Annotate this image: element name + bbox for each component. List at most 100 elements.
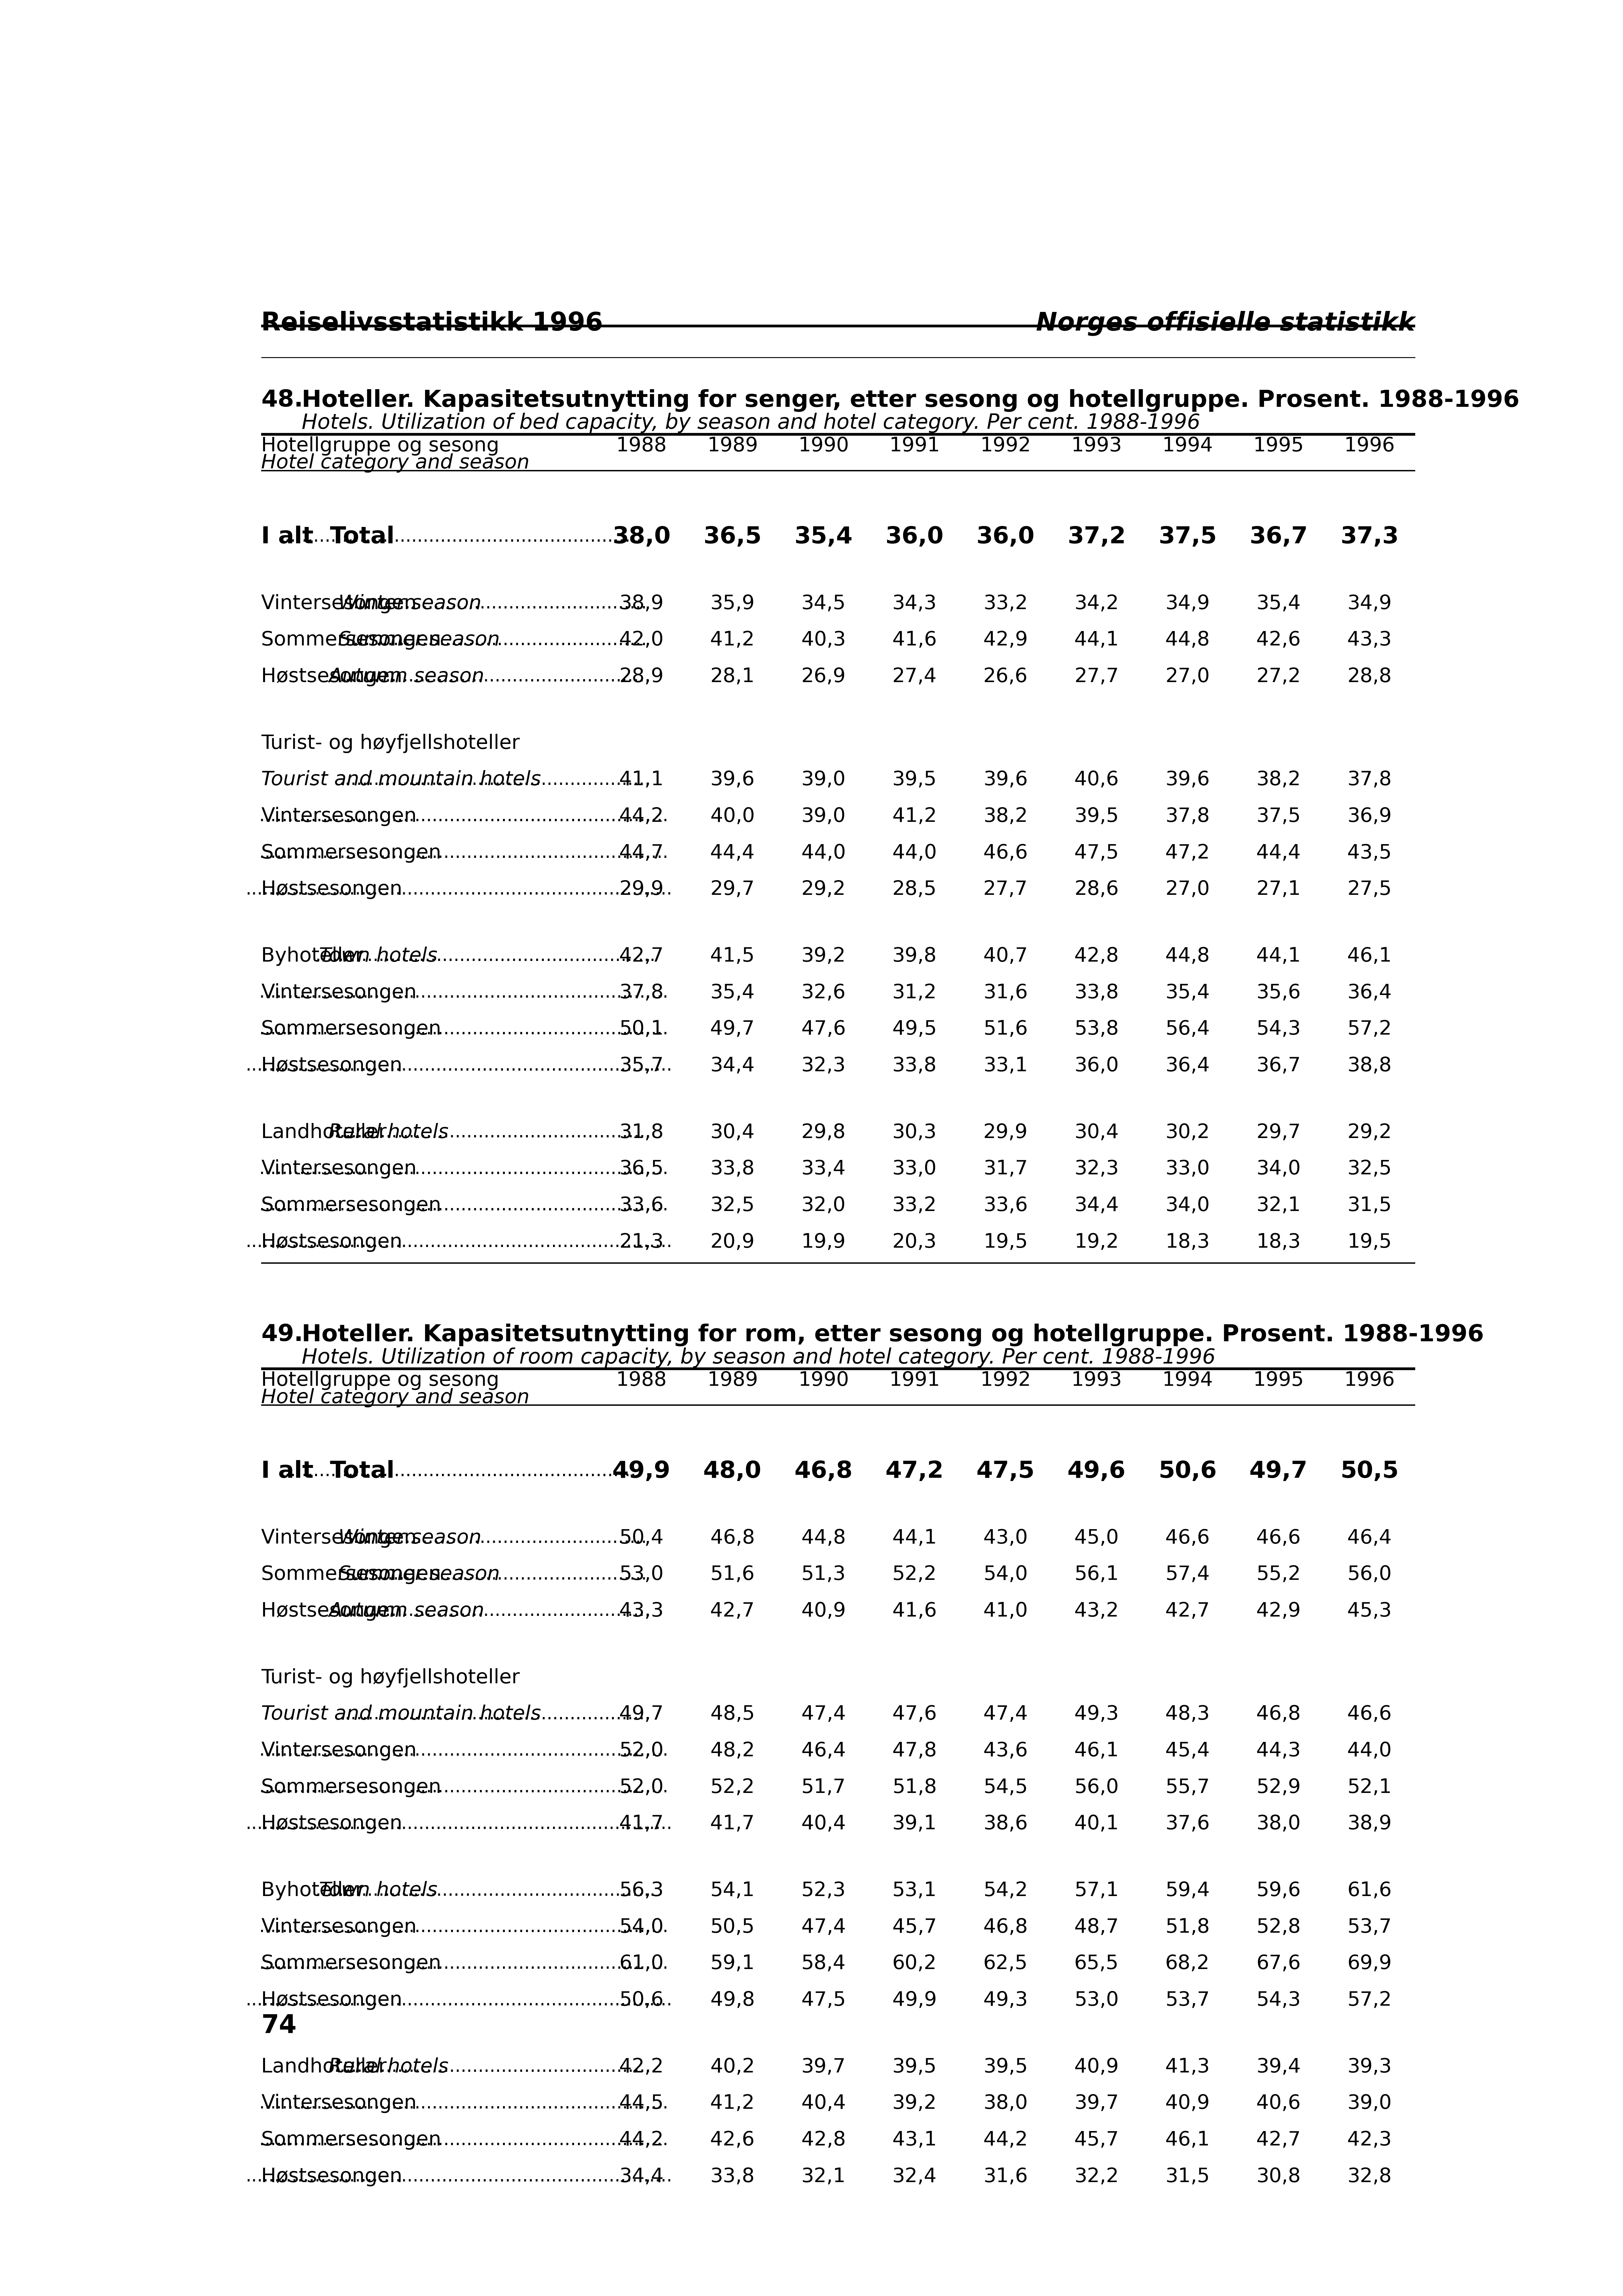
Text: Tourist and mountain hotels: Tourist and mountain hotels xyxy=(261,769,540,790)
Text: 59,1: 59,1 xyxy=(711,1954,755,1972)
Text: 44,8: 44,8 xyxy=(1165,946,1209,967)
Text: Byhoteller: Byhoteller xyxy=(261,1880,377,1901)
Text: Sommersesongen: Sommersesongen xyxy=(261,1566,454,1584)
Text: 44,8: 44,8 xyxy=(802,1529,846,1548)
Text: 36,7: 36,7 xyxy=(1250,526,1308,549)
Text: 68,2: 68,2 xyxy=(1165,1954,1209,1972)
Text: 60,2: 60,2 xyxy=(893,1954,936,1972)
Text: 36,9: 36,9 xyxy=(1347,806,1393,827)
Text: Turist- og høyfjellshoteller: Turist- og høyfjellshoteller xyxy=(261,735,519,753)
Text: 48,0: 48,0 xyxy=(703,1460,761,1483)
Text: ...................................................: ........................................… xyxy=(352,631,648,650)
Text: 38,0: 38,0 xyxy=(984,2094,1027,2112)
Text: 27,5: 27,5 xyxy=(1347,879,1393,900)
Text: 40,6: 40,6 xyxy=(1256,2094,1300,2112)
Text: 30,4: 30,4 xyxy=(711,1123,755,1141)
Text: 41,2: 41,2 xyxy=(711,631,755,650)
Text: 36,0: 36,0 xyxy=(885,526,943,549)
Text: 46,4: 46,4 xyxy=(802,1740,846,1761)
Text: 48.: 48. xyxy=(261,388,304,411)
Text: 32,3: 32,3 xyxy=(802,1056,846,1075)
Text: 53,0: 53,0 xyxy=(620,1566,664,1584)
Text: Hoteller. Kapasitetsutnytting for rom, etter sesong og hotellgruppe. Prosent. 19: Hoteller. Kapasitetsutnytting for rom, e… xyxy=(302,1322,1483,1345)
Text: 51,8: 51,8 xyxy=(1165,1917,1209,1938)
Text: .......................................................................: ........................................… xyxy=(258,845,669,861)
Text: 1992: 1992 xyxy=(980,436,1031,455)
Text: Town hotels: Town hotels xyxy=(320,946,438,967)
Text: Winter season: Winter season xyxy=(338,1529,482,1548)
Text: 34,4: 34,4 xyxy=(711,1056,755,1075)
Text: 1993: 1993 xyxy=(1071,436,1121,455)
Text: Vintersesongen: Vintersesongen xyxy=(261,1917,417,1938)
Text: 33,0: 33,0 xyxy=(893,1159,936,1178)
Text: 20,3: 20,3 xyxy=(893,1233,936,1251)
Text: Rural hotels: Rural hotels xyxy=(328,2057,448,2076)
Text: Høstsesongen: Høstsesongen xyxy=(261,2167,403,2186)
Text: Town hotels: Town hotels xyxy=(320,1880,438,1901)
Text: 47,8: 47,8 xyxy=(893,1740,936,1761)
Text: ..........................................................................: ........................................… xyxy=(245,1816,672,1832)
Text: Høstsesongen: Høstsesongen xyxy=(261,879,403,900)
Text: 53,0: 53,0 xyxy=(1074,1991,1118,2009)
Text: Vintersesongen: Vintersesongen xyxy=(261,595,430,613)
Text: 47,4: 47,4 xyxy=(802,1704,846,1724)
Text: 39,8: 39,8 xyxy=(893,946,936,967)
Text: 1993: 1993 xyxy=(1071,1371,1121,1389)
Text: 33,6: 33,6 xyxy=(984,1196,1027,1215)
Text: 40,7: 40,7 xyxy=(984,946,1027,967)
Text: 36,0: 36,0 xyxy=(1074,1056,1118,1075)
Text: 37,8: 37,8 xyxy=(1347,769,1393,790)
Text: 46,4: 46,4 xyxy=(1347,1529,1393,1548)
Text: 42,7: 42,7 xyxy=(620,946,664,967)
Text: 38,2: 38,2 xyxy=(984,806,1027,827)
Text: Sommersesongen: Sommersesongen xyxy=(261,1954,441,1972)
Text: 54,0: 54,0 xyxy=(984,1566,1027,1584)
Text: 40,9: 40,9 xyxy=(802,1600,846,1621)
Text: 49,3: 49,3 xyxy=(1074,1704,1118,1724)
Text: 67,6: 67,6 xyxy=(1256,1954,1300,1972)
Text: Sommersesongen: Sommersesongen xyxy=(261,1019,441,1038)
Text: 41,2: 41,2 xyxy=(711,2094,755,2112)
Text: 51,6: 51,6 xyxy=(984,1019,1027,1038)
Text: Hotels. Utilization of room capacity, by season and hotel category. Per cent. 19: Hotels. Utilization of room capacity, by… xyxy=(302,1348,1216,1368)
Text: 46,1: 46,1 xyxy=(1074,1740,1118,1761)
Text: 1988: 1988 xyxy=(617,436,667,455)
Text: 41,6: 41,6 xyxy=(893,1600,936,1621)
Text: 46,6: 46,6 xyxy=(1347,1704,1393,1724)
Text: 61,0: 61,0 xyxy=(620,1954,664,1972)
Text: 59,6: 59,6 xyxy=(1256,1880,1300,1901)
Text: 39,5: 39,5 xyxy=(893,769,936,790)
Text: 31,8: 31,8 xyxy=(620,1123,664,1141)
Text: ......................................................: ........................................… xyxy=(339,1603,651,1621)
Text: ..........................................................................: ........................................… xyxy=(245,1991,672,2009)
Text: ..............................................................: ........................................… xyxy=(284,1463,643,1481)
Text: 40,2: 40,2 xyxy=(711,2057,755,2076)
Text: 49.: 49. xyxy=(261,1322,304,1345)
Text: .......................................................: ........................................… xyxy=(334,1123,651,1141)
Text: 32,0: 32,0 xyxy=(802,1196,846,1215)
Text: 39,5: 39,5 xyxy=(984,2057,1027,2076)
Text: 32,3: 32,3 xyxy=(1074,1159,1118,1178)
Text: Sommersesongen: Sommersesongen xyxy=(261,843,441,863)
Text: 39,0: 39,0 xyxy=(1347,2094,1393,2112)
Text: .......................................................................: ........................................… xyxy=(258,985,669,1001)
Text: 52,2: 52,2 xyxy=(711,1777,755,1798)
Text: 37,5: 37,5 xyxy=(1256,806,1300,827)
Text: 34,2: 34,2 xyxy=(1074,595,1118,613)
Text: 45,7: 45,7 xyxy=(1074,2131,1118,2149)
Text: 28,8: 28,8 xyxy=(1347,666,1393,687)
Text: Vintersesongen: Vintersesongen xyxy=(261,806,417,827)
Text: .......................................................................: ........................................… xyxy=(258,808,669,824)
Text: Summer season: Summer season xyxy=(338,1566,500,1584)
Text: 19,5: 19,5 xyxy=(1347,1233,1393,1251)
Text: 45,4: 45,4 xyxy=(1165,1740,1209,1761)
Text: 38,6: 38,6 xyxy=(984,1814,1027,1835)
Text: 46,8: 46,8 xyxy=(984,1917,1027,1938)
Text: 35,7: 35,7 xyxy=(620,1056,664,1075)
Text: ......................................................: ........................................… xyxy=(339,771,651,790)
Text: Høstsesongen: Høstsesongen xyxy=(261,1233,403,1251)
Text: 29,7: 29,7 xyxy=(1256,1123,1300,1141)
Text: 38,0: 38,0 xyxy=(1256,1814,1300,1835)
Text: Vintersesongen: Vintersesongen xyxy=(261,983,417,1003)
Text: 27,2: 27,2 xyxy=(1256,666,1300,687)
